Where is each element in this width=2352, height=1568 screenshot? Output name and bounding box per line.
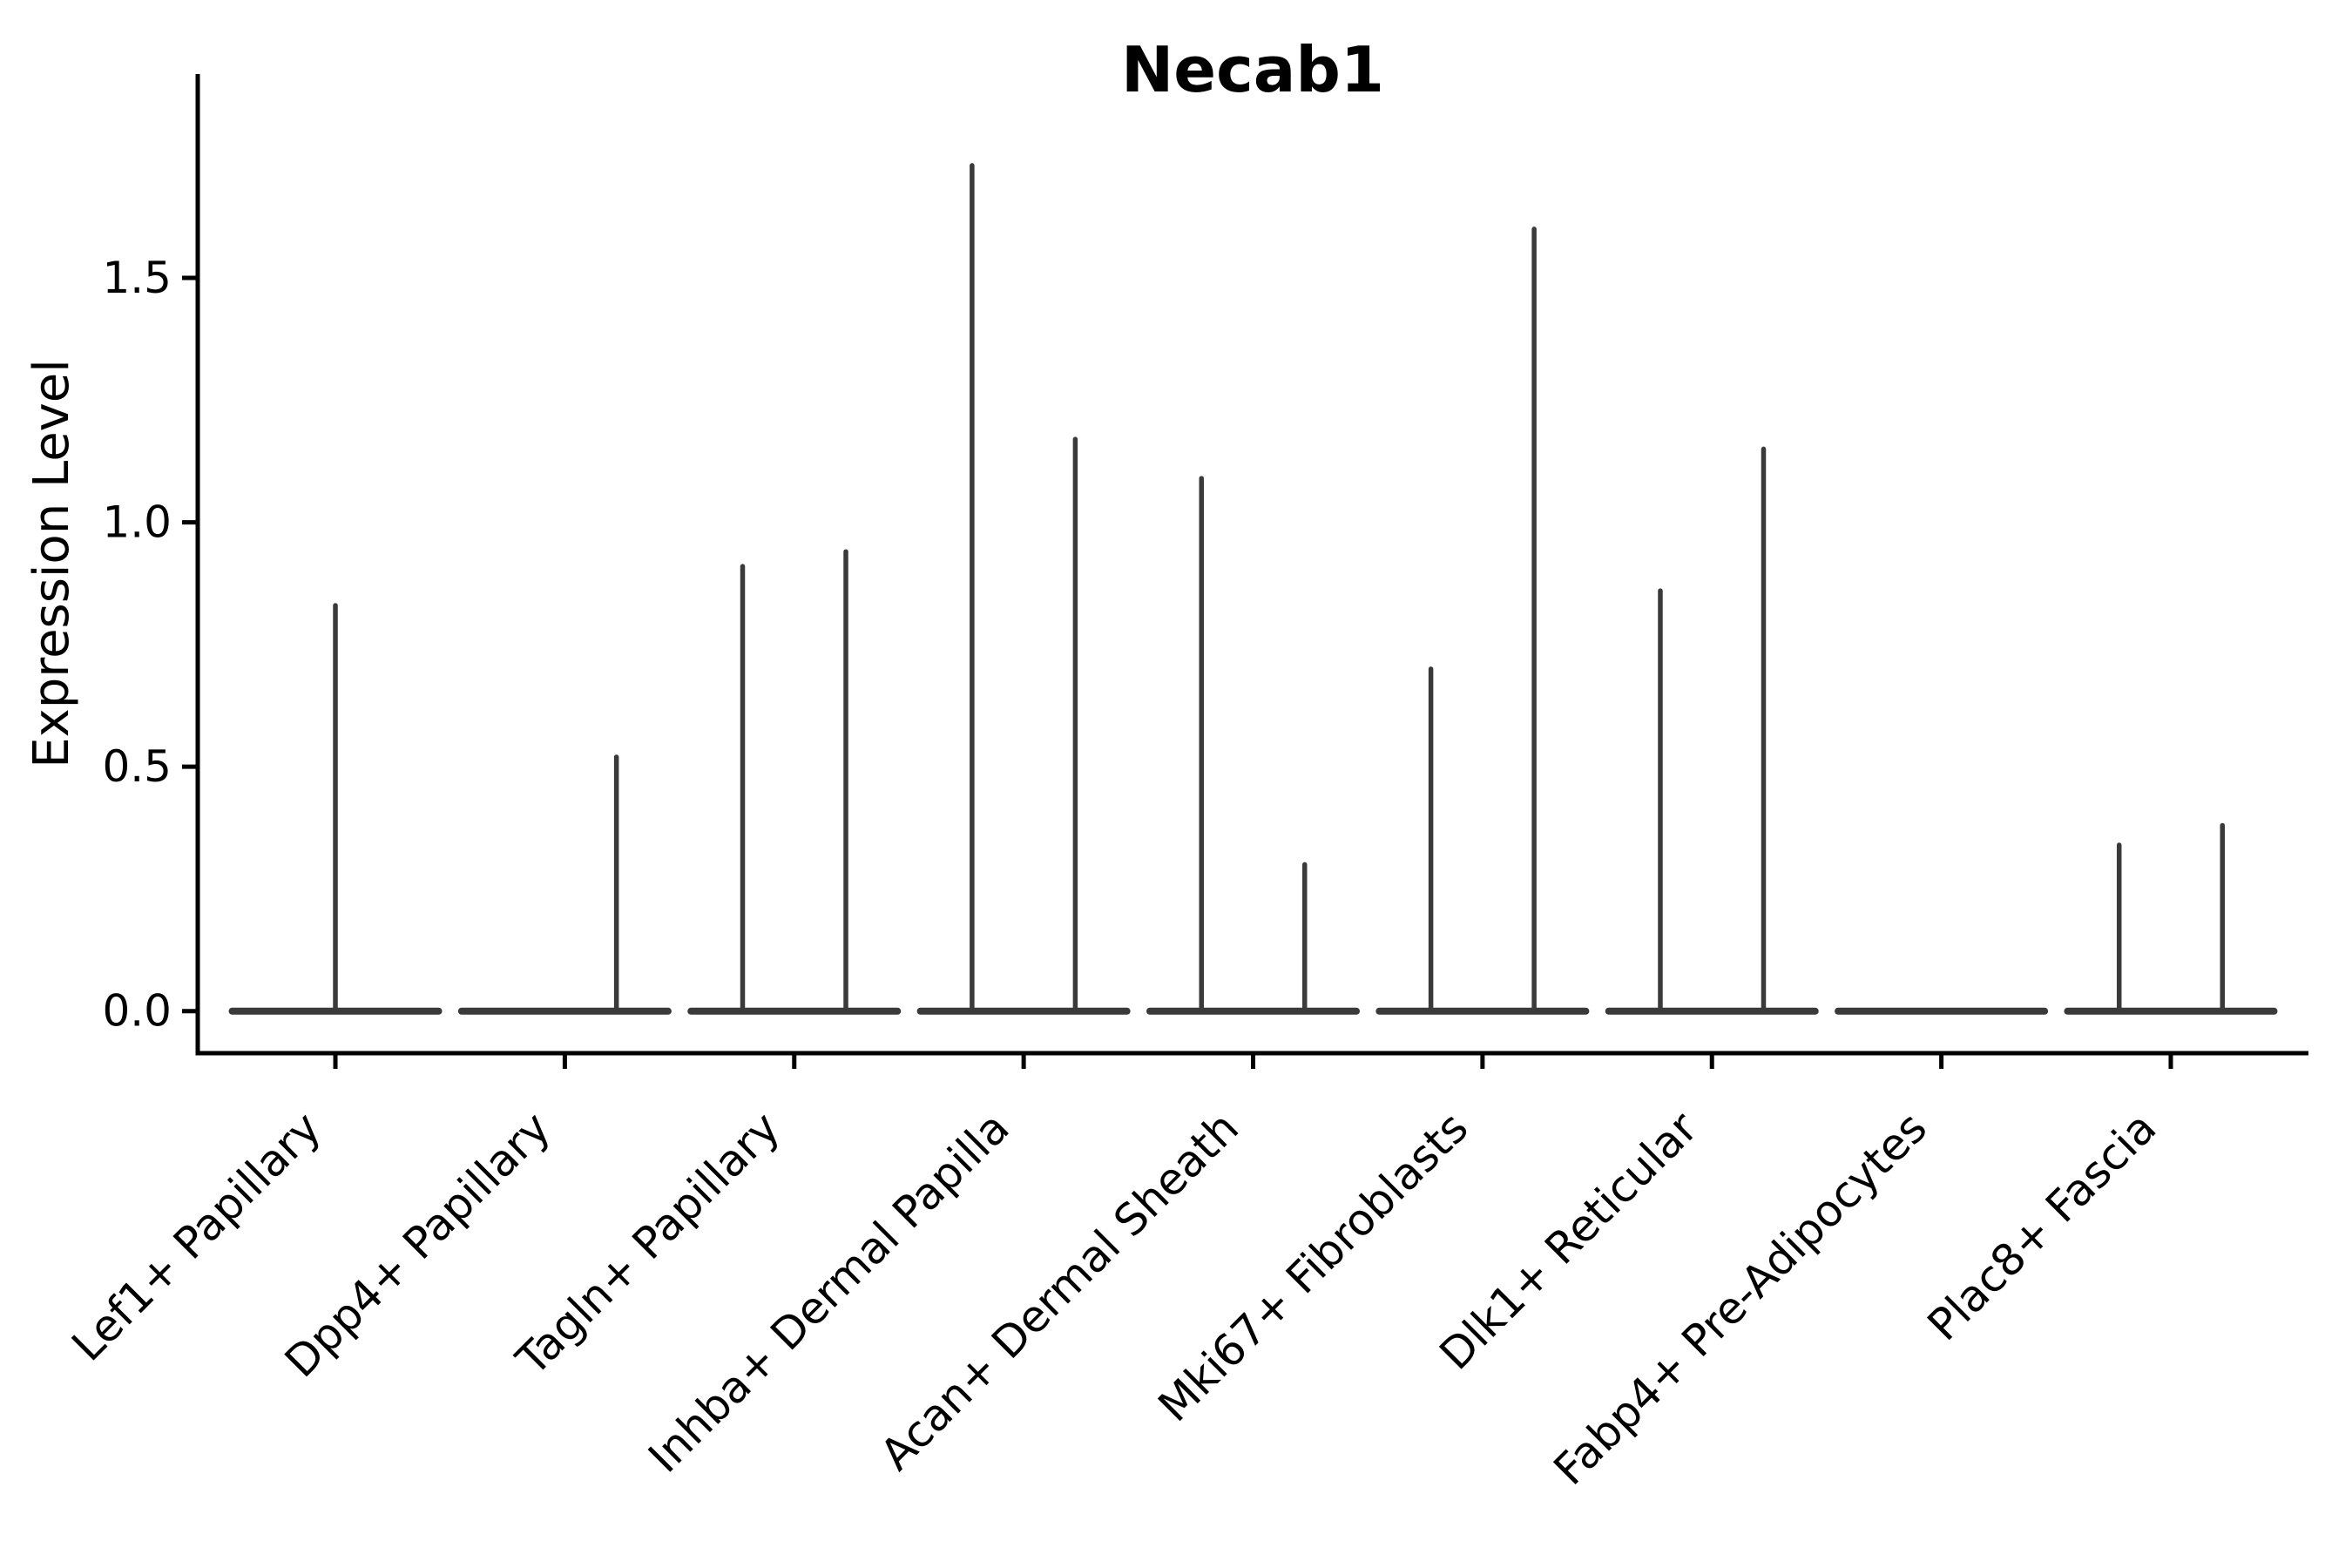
y-axis-label: Expression Level bbox=[24, 359, 80, 768]
axes-layer bbox=[182, 74, 2308, 1069]
y-tick-label: 0.0 bbox=[102, 986, 172, 1037]
y-tick-label: 1.0 bbox=[102, 497, 172, 548]
y-tick-label: 1.5 bbox=[102, 253, 172, 303]
x-category-label: Lef1+ Papillary bbox=[62, 1102, 330, 1370]
y-tick-label: 0.5 bbox=[102, 741, 172, 792]
violins-layer bbox=[228, 163, 2278, 1015]
chart-title: Necab1 bbox=[1121, 33, 1384, 106]
x-category-label: Fabp4+ Pre-Adipocytes bbox=[1544, 1102, 1937, 1495]
x-category-label: Plac8+ Fascia bbox=[1918, 1102, 2166, 1350]
